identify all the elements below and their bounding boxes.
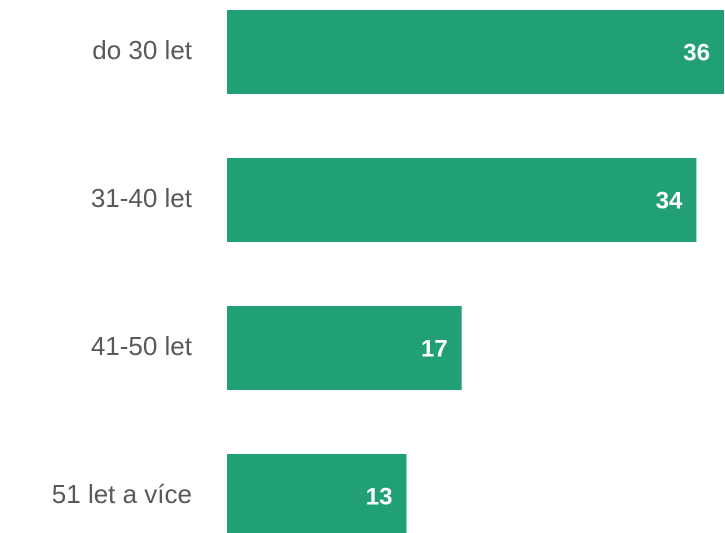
value-label: 34 xyxy=(656,187,683,214)
value-label: 17 xyxy=(421,335,448,362)
category-label: do 30 let xyxy=(92,35,193,65)
bar xyxy=(227,306,462,390)
bar xyxy=(227,158,697,242)
category-label: 41-50 let xyxy=(91,331,193,361)
value-label: 13 xyxy=(366,483,393,510)
bar xyxy=(227,454,407,533)
bar xyxy=(227,10,724,94)
category-label: 31-40 let xyxy=(91,183,193,213)
category-label: 51 let a více xyxy=(52,479,192,509)
value-label: 36 xyxy=(683,39,710,66)
